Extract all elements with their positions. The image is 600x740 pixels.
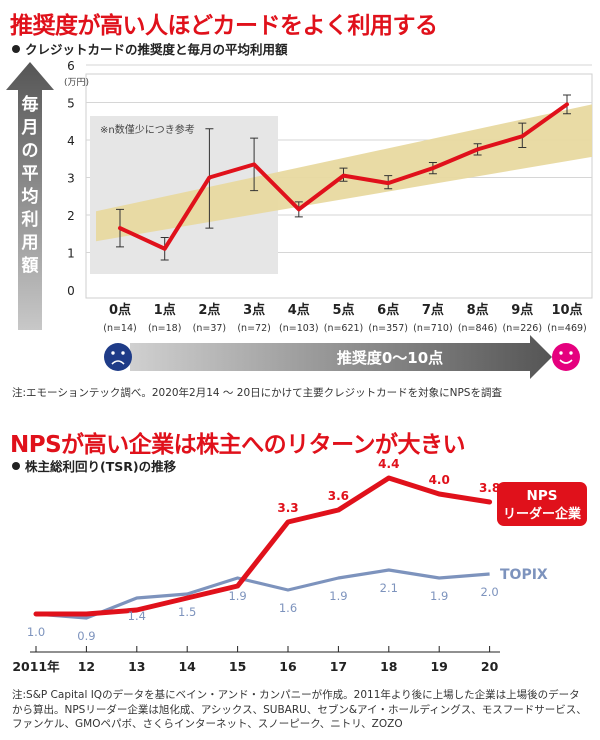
series-name-topix: TOPIX — [500, 567, 548, 583]
series-name-nps-line1: NPS — [527, 488, 558, 504]
sad-face-mouth — [111, 360, 125, 365]
sample-size-label: (n=621) — [324, 323, 364, 334]
chart1-subtitle-text: クレジットカードの推奨度と毎月の平均利用額 — [25, 42, 288, 57]
series-line-nps — [33, 475, 493, 617]
bullet-icon — [12, 462, 20, 470]
x-tick-label: 15 — [229, 659, 246, 674]
happy-face-icon — [552, 343, 580, 371]
sample-size-label: (n=37) — [193, 323, 226, 334]
series-name-nps-box — [497, 482, 587, 526]
chart2-subtitle: 株主総利回り(TSR)の推移 — [12, 456, 176, 475]
bullet-icon — [12, 45, 20, 53]
sample-size-label: (n=357) — [368, 323, 408, 334]
x-tick-label: 9点 — [511, 302, 533, 318]
data-label-topix: 1.9 — [430, 589, 448, 603]
x-tick-label: 20 — [481, 659, 499, 674]
series-line-topix — [35, 568, 490, 620]
y-tick-label: 1 — [67, 247, 75, 261]
chart2-note: 注:S&P Capital IQのデータを基にベイン・アンド・カンパニーが作成。… — [12, 689, 587, 730]
y-unit-label: (万円) — [64, 77, 89, 88]
sample-size-label: (n=469) — [547, 323, 587, 334]
x-tick-label: 7点 — [422, 302, 444, 318]
sample-size-label: (n=14) — [103, 323, 136, 334]
x-tick-label: 18 — [380, 659, 397, 674]
x-axis-arrow — [130, 335, 552, 379]
x-tick-label: 4点 — [288, 302, 310, 318]
y-tick-label: 0 — [67, 284, 75, 298]
y-axis-label-char: 均 — [22, 186, 39, 207]
chart1-subtitle: クレジットカードの推奨度と毎月の平均利用額 — [12, 39, 288, 58]
y-tick-label: 5 — [67, 97, 75, 111]
chart2-svg: 2011年 12 13 14 15 16 17 18 19 20 1.0 0.9 1.4 1.5 1.9 1.… — [12, 457, 587, 674]
happy-face-mouth — [559, 359, 573, 364]
x-tick-label: 2011年 — [12, 659, 60, 674]
chart1-title: 推奨度が高い人ほどカードをよく利用する — [10, 13, 438, 39]
x-tick-label: 5点 — [332, 302, 354, 318]
sad-face-eye — [121, 351, 125, 355]
y-axis-label-char: 額 — [21, 255, 39, 276]
chart2-title: NPSが高い企業は株主へのリターンが大きい — [10, 432, 466, 458]
y-axis-label-char: の — [22, 141, 39, 161]
sample-size-label: (n=226) — [503, 323, 543, 334]
data-label-nps: 3.8 — [479, 481, 500, 495]
data-label-nps: 3.6 — [328, 489, 349, 503]
y-axis-label-char: 平 — [22, 164, 39, 184]
data-label-nps: 4.0 — [429, 473, 450, 487]
y-tick-label: 2 — [67, 209, 75, 223]
y-tick-label: 6 — [67, 59, 75, 73]
y-axis-arrow — [6, 62, 54, 330]
sample-size-label: (n=18) — [148, 323, 181, 334]
sad-face-icon — [104, 343, 132, 371]
x-tick-label: 16 — [279, 659, 297, 674]
y-axis-label-char: 用 — [22, 233, 39, 253]
y-axis-label-char: 利 — [22, 209, 39, 230]
x-tick-label: 1点 — [154, 302, 176, 318]
series-line — [118, 102, 569, 251]
data-label-topix: 1.4 — [128, 609, 146, 623]
data-label-topix: 1.6 — [279, 601, 297, 615]
y-tick-label: 4 — [67, 134, 75, 148]
x-tick-label: 8点 — [467, 302, 489, 318]
data-label-topix: 2.0 — [480, 585, 498, 599]
x-axis-label: 推奨度0〜10点 — [337, 349, 443, 367]
sad-face-eye — [111, 351, 115, 355]
x-tick-label: 2点 — [198, 302, 220, 318]
x-tick-label: 19 — [430, 659, 447, 674]
sample-size-label: (n=72) — [237, 323, 270, 334]
data-label-topix: 2.1 — [380, 581, 398, 595]
x-tick-label: 13 — [128, 659, 145, 674]
x-tick-label: 3点 — [243, 302, 265, 318]
sample-size-label: (n=710) — [413, 323, 453, 334]
series-name-nps-line2: リーダー企業 — [503, 506, 582, 522]
reference-note: ※n数僅少につき参考 — [100, 123, 195, 136]
x-tick-label: 12 — [78, 659, 95, 674]
x-tick-label: 17 — [330, 659, 347, 674]
data-label-topix: 1.0 — [27, 625, 45, 639]
data-label-topix: 1.9 — [228, 589, 246, 603]
x-tick-label: 6点 — [377, 302, 399, 318]
data-label-nps: 3.3 — [277, 501, 298, 515]
data-label-topix: 1.5 — [178, 605, 196, 619]
x-tick-label: 0点 — [109, 302, 131, 318]
y-axis-label-char: 月 — [21, 118, 39, 138]
sample-size-label: (n=103) — [279, 323, 319, 334]
data-label-topix: 1.9 — [329, 589, 347, 603]
y-tick-label: 3 — [67, 172, 75, 186]
chart1-svg: 毎月の平均利用額 0 1 2 3 4 5 6 (万円) ※n数僅少につき参考 0点 (n=14) 1点 (… — [6, 59, 593, 379]
data-label-nps: 4.4 — [378, 457, 399, 471]
chart2-subtitle-text: 株主総利回り(TSR)の推移 — [25, 459, 177, 474]
sample-size-label: (n=846) — [458, 323, 498, 334]
y-axis-label-char: 毎 — [22, 94, 39, 115]
x-tick-label: 14 — [178, 659, 196, 674]
happy-face-eye — [569, 351, 573, 355]
x-tick-label: 10点 — [551, 302, 582, 318]
happy-face-eye — [559, 351, 563, 355]
data-label-topix: 0.9 — [77, 629, 95, 643]
chart1-note: 注:エモーションテック調べ。2020年2月14 〜 20日にかけて主要クレジット… — [12, 387, 502, 399]
